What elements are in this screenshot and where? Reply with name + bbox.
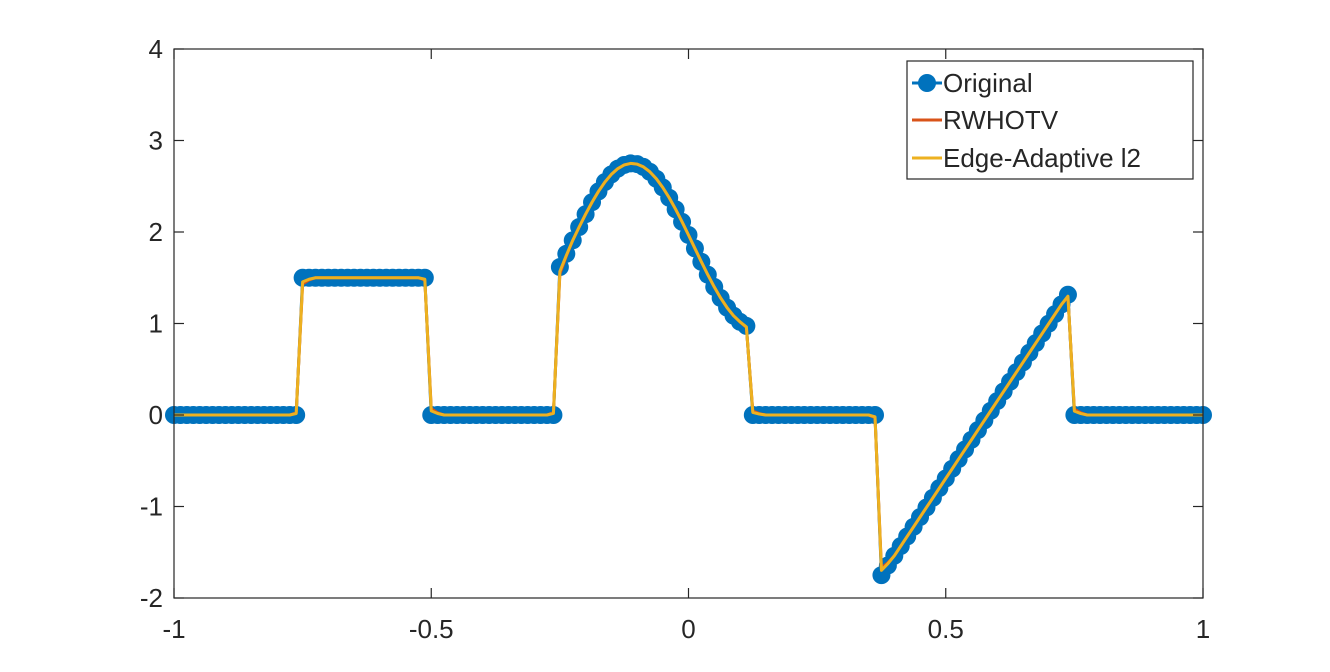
legend-label-edge-adaptive-l2: Edge-Adaptive l2 xyxy=(943,143,1141,173)
legend-label-original: Original xyxy=(943,68,1033,98)
series-line-edge-adaptive-l2 xyxy=(174,161,1203,572)
data-point xyxy=(544,406,563,424)
y-tick-label: -2 xyxy=(140,583,163,613)
legend: Original RWHOTV Edge-Adaptive l2 xyxy=(906,60,1194,180)
x-tick-label: 0.5 xyxy=(928,614,964,644)
x-axis: -1 -0.5 0 0.5 1 xyxy=(162,49,1210,644)
y-tick-label: 3 xyxy=(149,126,163,156)
y-tick-label: 2 xyxy=(149,217,163,247)
data-point xyxy=(866,406,885,424)
x-tick-label: 1 xyxy=(1196,614,1210,644)
y-tick-label: 1 xyxy=(149,309,163,339)
x-tick-label: 0 xyxy=(681,614,695,644)
legend-label-rwhotv: RWHOTV xyxy=(943,105,1059,135)
y-tick-label: 0 xyxy=(149,400,163,430)
y-axis: -2 -1 0 1 2 3 4 xyxy=(140,34,1203,613)
x-tick-label: -1 xyxy=(162,614,185,644)
y-tick-label: 4 xyxy=(149,34,163,64)
legend-box xyxy=(906,60,1194,180)
x-tick-label: -0.5 xyxy=(409,614,454,644)
series-edge-adaptive-l2 xyxy=(174,161,1203,572)
legend-marker-original xyxy=(918,74,936,92)
y-tick-label: -1 xyxy=(140,492,163,522)
